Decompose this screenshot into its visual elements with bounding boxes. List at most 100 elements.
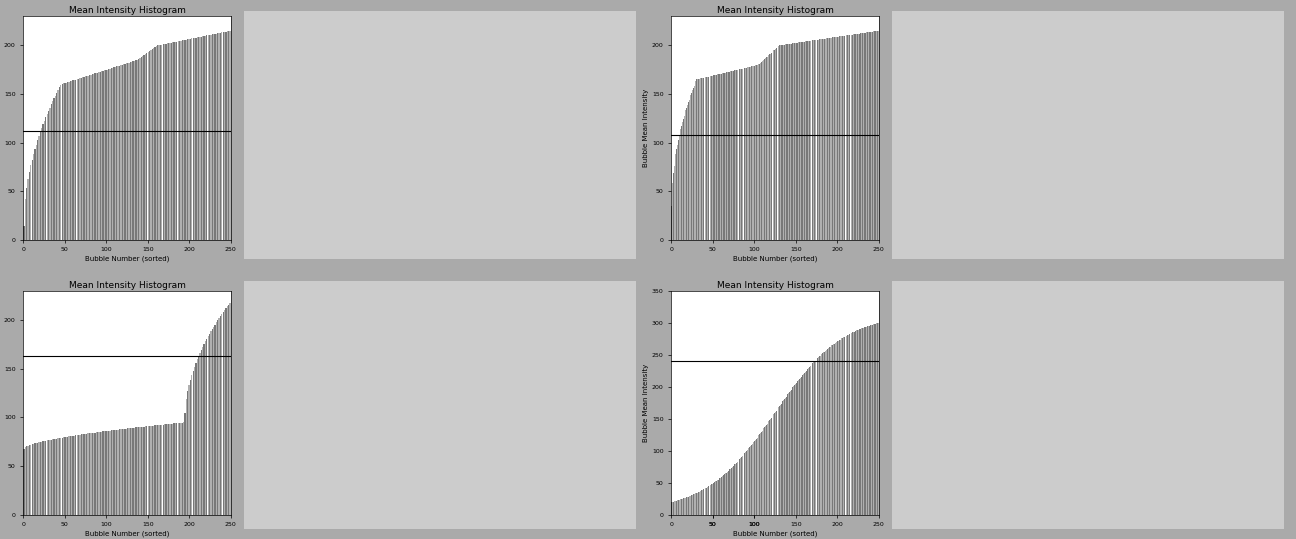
Bar (215, 322, 216, 515)
Bar (194, 367, 196, 515)
Bar (38, 443, 39, 515)
Bar (71, 81, 73, 240)
Bar (70, 81, 71, 240)
Bar (84, 77, 86, 240)
Bar (82, 434, 83, 515)
Bar (49, 107, 51, 240)
Bar (58, 87, 60, 240)
Bar (178, 423, 179, 515)
Bar (163, 44, 165, 240)
Bar (83, 77, 84, 240)
Bar (48, 440, 49, 515)
Bar (158, 425, 159, 515)
Bar (83, 434, 84, 515)
Bar (67, 82, 69, 240)
Bar (39, 443, 40, 515)
Bar (203, 36, 205, 240)
Bar (92, 433, 93, 515)
Bar (52, 439, 53, 515)
Bar (200, 353, 201, 515)
Title: Mean Intensity Histogram: Mean Intensity Histogram (717, 281, 833, 291)
Bar (189, 39, 191, 240)
Bar (26, 446, 27, 515)
Bar (174, 424, 175, 515)
X-axis label: Bubble Number (sorted): Bubble Number (sorted) (732, 255, 818, 262)
Bar (219, 318, 220, 515)
Bar (97, 432, 98, 515)
Bar (159, 45, 161, 240)
Bar (95, 432, 96, 515)
Bar (149, 51, 150, 240)
Bar (128, 429, 130, 515)
Bar (145, 426, 146, 515)
Bar (171, 424, 172, 515)
Bar (207, 35, 209, 240)
Bar (189, 379, 191, 515)
Bar (176, 42, 178, 240)
Bar (187, 39, 188, 240)
Bar (27, 446, 29, 515)
Bar (167, 44, 168, 240)
Bar (197, 37, 198, 240)
Bar (78, 435, 79, 515)
Bar (89, 75, 91, 240)
Bar (82, 78, 83, 240)
Bar (53, 439, 54, 515)
Bar (172, 424, 174, 515)
Bar (131, 428, 132, 515)
Bar (179, 423, 180, 515)
Bar (100, 72, 101, 240)
Bar (122, 65, 123, 240)
Bar (163, 424, 165, 515)
Bar (118, 430, 119, 515)
Bar (23, 226, 25, 240)
Bar (76, 79, 78, 240)
Bar (119, 430, 121, 515)
Bar (108, 69, 109, 240)
Bar (101, 432, 102, 515)
Bar (76, 435, 78, 515)
Bar (227, 306, 228, 515)
Bar (97, 73, 98, 240)
Bar (149, 426, 150, 515)
Bar (183, 40, 184, 240)
Bar (156, 425, 157, 515)
Bar (58, 438, 60, 515)
Bar (174, 42, 175, 240)
Bar (220, 33, 222, 240)
Bar (54, 439, 56, 515)
Bar (170, 43, 171, 240)
Bar (69, 437, 70, 515)
Bar (109, 431, 110, 515)
Bar (201, 37, 202, 240)
Bar (111, 68, 113, 240)
Bar (92, 74, 93, 240)
Bar (135, 60, 136, 240)
Y-axis label: Bubble Mean Intensity: Bubble Mean Intensity (643, 364, 649, 442)
Bar (104, 431, 105, 515)
Bar (229, 303, 231, 515)
Bar (224, 32, 226, 240)
Bar (191, 375, 192, 515)
Bar (191, 38, 192, 240)
Bar (47, 440, 48, 515)
Bar (66, 437, 67, 515)
Bar (123, 429, 124, 515)
Bar (227, 31, 228, 240)
Bar (176, 423, 178, 515)
Bar (75, 80, 76, 240)
Bar (193, 371, 194, 515)
Bar (193, 38, 194, 240)
Bar (89, 433, 91, 515)
Bar (224, 310, 226, 515)
Bar (104, 71, 105, 240)
Bar (38, 140, 39, 240)
Bar (79, 78, 80, 240)
Bar (105, 70, 106, 240)
Bar (109, 68, 110, 240)
Bar (91, 75, 92, 240)
Bar (44, 121, 45, 240)
Bar (159, 425, 161, 515)
Bar (43, 441, 44, 515)
Bar (153, 425, 154, 515)
